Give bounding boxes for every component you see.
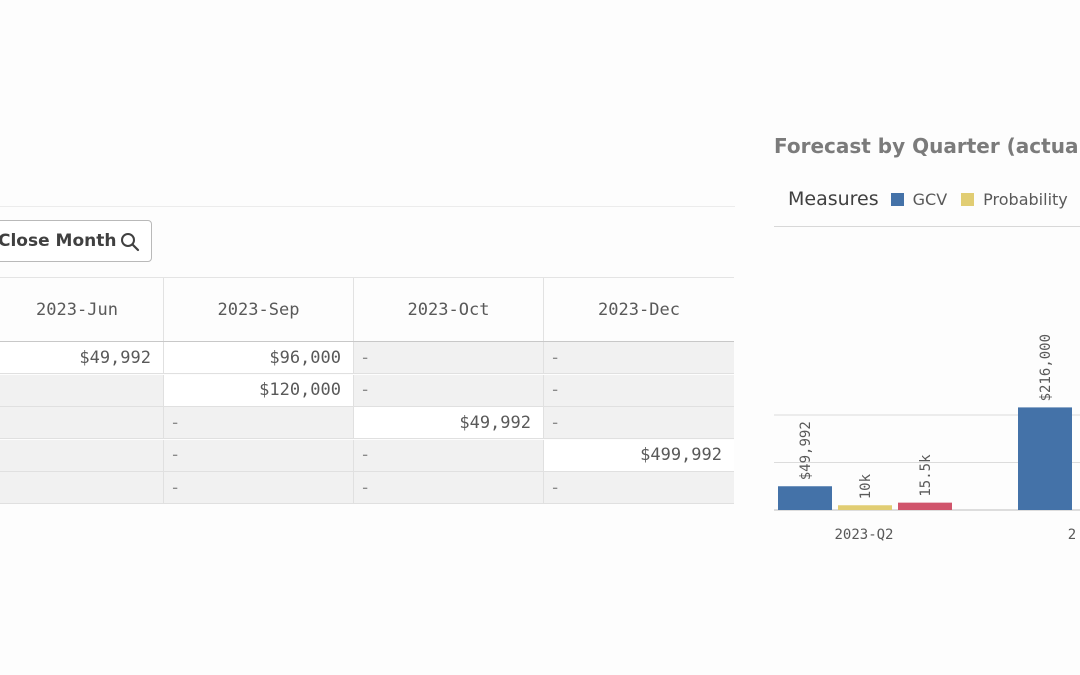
legend-label-gcv[interactable]: GCV: [912, 189, 948, 209]
legend-swatch-gcv: [890, 192, 904, 206]
data-label: 15.5k: [918, 454, 934, 497]
table-cell[interactable]: [0, 472, 163, 504]
bar[interactable]: [898, 502, 952, 510]
table-cell[interactable]: $49,992: [0, 342, 163, 374]
column-header[interactable]: 2023-Sep: [163, 278, 353, 341]
table-row: - - $499,992: [0, 439, 734, 473]
chart-title: Forecast by Quarter (actual v.: [774, 134, 1080, 158]
table-cell[interactable]: -: [163, 407, 353, 439]
table-header-row: 2023-Jun 2023-Sep 2023-Oct 2023-Dec: [0, 277, 734, 342]
table-cell[interactable]: -: [353, 439, 543, 472]
legend-title: Measures: [788, 188, 879, 210]
table-row: $120,000 - -: [0, 374, 734, 408]
table-cell[interactable]: $120,000: [163, 374, 353, 407]
data-label: $49,992: [798, 421, 814, 480]
table-cell[interactable]: $96,000: [163, 342, 353, 374]
table-panel: Close Month 2023-Jun 2023-Sep 2023-Oct 2…: [0, 206, 735, 507]
table-cell[interactable]: $49,992: [353, 407, 543, 439]
table-cell[interactable]: -: [163, 439, 353, 472]
table-cell[interactable]: -: [543, 407, 734, 439]
legend-divider: [774, 226, 1080, 227]
table-cell[interactable]: -: [353, 342, 543, 374]
data-label: $216,000: [1038, 334, 1054, 401]
data-label: 10k: [858, 473, 874, 499]
table-row: - $49,992 -: [0, 407, 734, 440]
column-header[interactable]: 2023-Oct: [353, 278, 543, 341]
search-icon: [121, 233, 140, 252]
column-header[interactable]: 2023-Jun: [0, 278, 163, 341]
table-cell[interactable]: $499,992: [543, 439, 734, 472]
table-cell[interactable]: [0, 439, 163, 472]
table-cell[interactable]: [0, 407, 163, 439]
table-cell[interactable]: -: [543, 374, 734, 407]
table-cell[interactable]: [0, 374, 163, 407]
legend-swatch-probability: [961, 192, 975, 206]
bar-chart: $49,992 10k 15.5k 2023-Q2 $216,000 2: [774, 334, 1080, 543]
forecast-chart-panel: Forecast by Quarter (actual v. Measures …: [774, 120, 1080, 580]
bar[interactable]: [778, 486, 832, 510]
close-month-search-button[interactable]: Close Month: [0, 220, 152, 262]
close-month-label: Close Month: [0, 231, 117, 251]
bar[interactable]: [838, 505, 892, 510]
table-cell[interactable]: -: [543, 472, 734, 504]
table-cell[interactable]: -: [543, 342, 734, 374]
table-row: $49,992 $96,000 - -: [0, 342, 734, 375]
x-tick-label: 2023-Q2: [834, 527, 893, 543]
pivot-table: 2023-Jun 2023-Sep 2023-Oct 2023-Dec $49,…: [0, 277, 734, 505]
table-cell[interactable]: -: [353, 374, 543, 407]
column-header[interactable]: 2023-Dec: [543, 278, 734, 341]
table-cell[interactable]: -: [163, 472, 353, 504]
chart-legend: Measures GCV Probability: [788, 188, 1080, 210]
bar[interactable]: [1018, 407, 1072, 510]
table-cell[interactable]: -: [353, 472, 543, 504]
table-row: - - -: [0, 472, 734, 505]
x-tick-label: 2: [1068, 527, 1076, 543]
legend-label-probability[interactable]: Probability: [983, 189, 1068, 209]
